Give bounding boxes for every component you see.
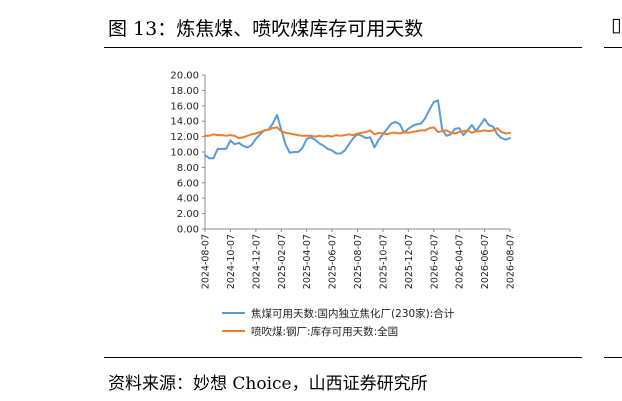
clipped-panel-edge: ▯ (611, 14, 621, 36)
series-line-2 (204, 126, 511, 140)
x-tick-label: 2024-08-07 (201, 234, 212, 289)
y-tick-labels: 20.00 18.00 16.00 14.00 12.00 10.00 8.00 6.00 4.… (170, 71, 199, 236)
series-lines (204, 99, 511, 160)
source-rule (104, 357, 582, 358)
x-tick-label: 2025-02-07 (277, 234, 288, 289)
source-note: 资料来源：妙想 Choice，山西证券研究所 (108, 374, 428, 394)
source-rule-right-panel (604, 357, 622, 358)
title-rule-right-panel (604, 47, 622, 48)
x-tick-label: 2025-12-07 (404, 234, 415, 289)
x-tick-labels: 2024-08-07 2024-10-07 2024-12-07 2025-02-07… (201, 234, 517, 289)
y-tick-label: 8.00 (177, 163, 199, 174)
x-tick-label: 2025-06-07 (328, 234, 339, 289)
x-tick-label: 2025-04-07 (302, 234, 313, 289)
x-tick-label: 2026-02-07 (429, 234, 440, 289)
y-tick-label: 14.00 (170, 117, 199, 128)
figure-title: 图 13：炼焦煤、喷吹煤库存可用天数 (108, 18, 424, 40)
series-line-1 (204, 99, 511, 160)
y-tick-label: 20.00 (170, 71, 199, 82)
x-tick-label: 2025-08-07 (353, 234, 364, 289)
title-rule (104, 47, 582, 48)
y-tick-label: 16.00 (170, 101, 199, 112)
y-tick-label: 10.00 (170, 148, 199, 159)
x-tick-label: 2025-10-07 (378, 234, 389, 289)
y-tick-label: 0.00 (177, 225, 199, 236)
legend-label-2: 喷吹煤:钢厂:库存可用天数:全国 (251, 325, 398, 338)
y-tick-label: 4.00 (177, 194, 199, 205)
x-tick-label: 2024-12-07 (251, 234, 262, 289)
x-tick-label: 2026-08-07 (506, 234, 517, 289)
x-tick-label: 2024-10-07 (226, 234, 237, 289)
chart-axes (202, 74, 511, 232)
y-tick-label: 12.00 (170, 132, 199, 143)
y-tick-label: 2.00 (177, 209, 199, 220)
y-tick-label: 18.00 (170, 86, 199, 97)
x-tick-label: 2026-04-07 (455, 234, 466, 289)
legend-label-1: 焦煤可用天数:国内独立焦化厂(230家):合计 (251, 307, 455, 320)
y-tick-label: 6.00 (177, 178, 199, 189)
x-tick-label: 2026-06-07 (480, 234, 491, 289)
